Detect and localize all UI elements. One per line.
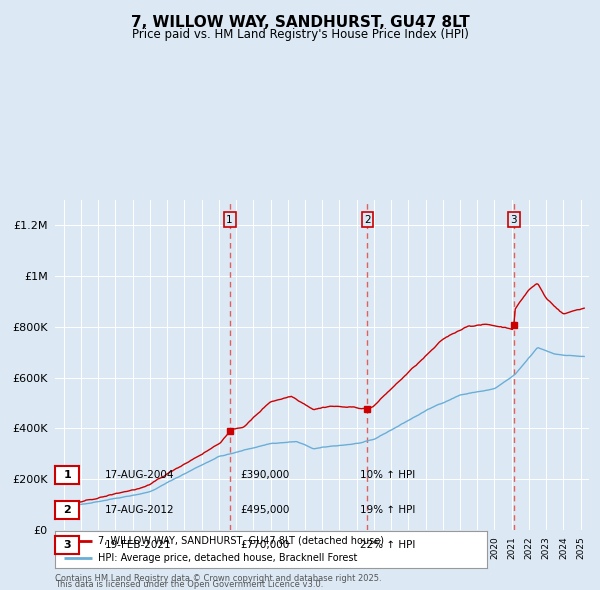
Text: This data is licensed under the Open Government Licence v3.0.: This data is licensed under the Open Gov…	[55, 580, 323, 589]
Text: 3: 3	[511, 215, 517, 225]
Text: 19-FEB-2021: 19-FEB-2021	[105, 540, 172, 550]
Text: 3: 3	[64, 540, 71, 550]
Text: 7, WILLOW WAY, SANDHURST, GU47 8LT: 7, WILLOW WAY, SANDHURST, GU47 8LT	[131, 15, 469, 30]
Text: £770,000: £770,000	[240, 540, 289, 550]
Text: 7, WILLOW WAY, SANDHURST, GU47 8LT (detached house): 7, WILLOW WAY, SANDHURST, GU47 8LT (deta…	[98, 536, 385, 546]
Text: 1: 1	[226, 215, 233, 225]
Text: Contains HM Land Registry data © Crown copyright and database right 2025.: Contains HM Land Registry data © Crown c…	[55, 574, 382, 583]
Text: 17-AUG-2004: 17-AUG-2004	[105, 470, 175, 480]
Text: 1: 1	[64, 470, 71, 480]
Text: 22% ↑ HPI: 22% ↑ HPI	[360, 540, 415, 550]
Text: 10% ↑ HPI: 10% ↑ HPI	[360, 470, 415, 480]
Text: 2: 2	[364, 215, 371, 225]
Text: £495,000: £495,000	[240, 505, 289, 515]
Text: 2: 2	[64, 505, 71, 515]
Text: 19% ↑ HPI: 19% ↑ HPI	[360, 505, 415, 515]
Text: HPI: Average price, detached house, Bracknell Forest: HPI: Average price, detached house, Brac…	[98, 553, 358, 563]
Text: £390,000: £390,000	[240, 470, 289, 480]
Text: Price paid vs. HM Land Registry's House Price Index (HPI): Price paid vs. HM Land Registry's House …	[131, 28, 469, 41]
Text: 17-AUG-2012: 17-AUG-2012	[105, 505, 175, 515]
